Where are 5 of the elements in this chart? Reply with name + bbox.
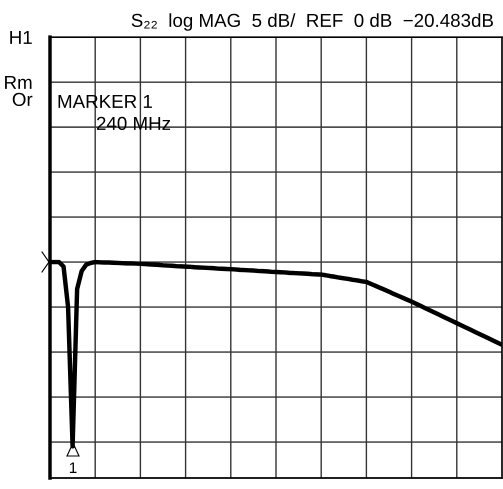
annotation: 1	[70, 462, 77, 473]
chart-title: S₂₂ log MAG 5 dB/ REF 0 dB −20.483dB	[132, 13, 493, 31]
text: Rm	[5, 76, 32, 89]
text: Or	[12, 92, 32, 106]
text: H1	[10, 30, 32, 44]
